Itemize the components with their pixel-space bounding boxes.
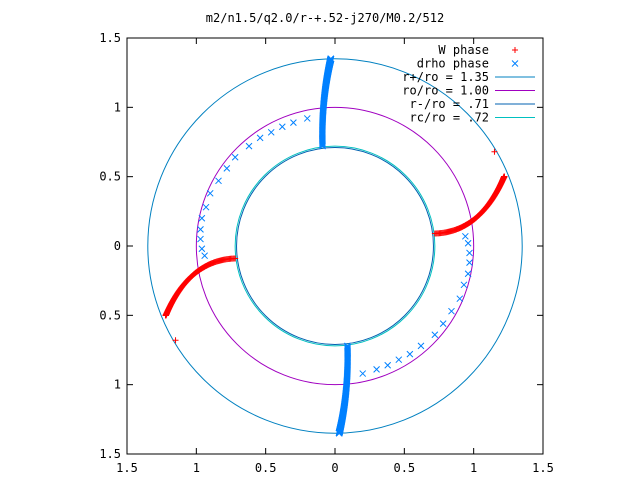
drho-phase-point bbox=[466, 249, 473, 257]
drho-phase-point bbox=[303, 115, 311, 122]
legend-marker bbox=[512, 47, 518, 53]
drho-phase-point bbox=[466, 259, 473, 266]
drho-phase-point bbox=[215, 177, 222, 185]
x-tick-label: 1 bbox=[470, 461, 477, 475]
drho-phase-point bbox=[223, 164, 231, 172]
w-phase-point bbox=[172, 337, 179, 344]
drho-phase-point bbox=[245, 142, 253, 150]
x-tick-label: 1.5 bbox=[532, 461, 554, 475]
drho-phase-point bbox=[201, 252, 209, 260]
x-tick-label: 0 bbox=[331, 461, 338, 475]
drho-phase-point bbox=[197, 235, 204, 243]
drho-phase-point bbox=[406, 350, 414, 358]
w-phase-point bbox=[491, 148, 498, 155]
y-tick-label: 0.5 bbox=[99, 308, 121, 322]
drho-phase-point bbox=[231, 153, 239, 161]
x-tick-label: 1.5 bbox=[116, 461, 138, 475]
drho-phase-point bbox=[198, 245, 206, 253]
drho-phase-point bbox=[359, 370, 367, 377]
drho-phase-point bbox=[460, 281, 468, 289]
legend-label: rc/ro = .72 bbox=[410, 111, 489, 125]
axis-ticks: 1.5 1 0.5 0 0.5 1 1.51.510.500.511.5 bbox=[99, 31, 554, 475]
drho-phase-point bbox=[335, 429, 343, 437]
legend-label: W phase bbox=[438, 43, 489, 57]
legend-label: r-/ro = .71 bbox=[410, 97, 489, 111]
drho-phase-point bbox=[464, 270, 472, 278]
drho-phase-point bbox=[327, 55, 335, 63]
drho-phase-point bbox=[439, 320, 447, 328]
x-tick-label: 0.5 bbox=[393, 461, 415, 475]
drho-phase-point bbox=[461, 232, 469, 240]
chart-title: m2/n1.5/q2.0/r-+.52-j270/M0.2/512 bbox=[206, 11, 444, 25]
circle-ro/ro = 1.00 bbox=[195, 106, 475, 386]
circle-r+/ro = 1.35 bbox=[147, 58, 523, 434]
drho-phase-point bbox=[290, 119, 297, 126]
y-tick-label: 1 bbox=[114, 378, 121, 392]
y-tick-label: 0 bbox=[114, 239, 121, 253]
legend-label: r+/ro = 1.35 bbox=[402, 70, 489, 84]
data-points bbox=[162, 55, 508, 437]
drho-phase-point bbox=[431, 331, 439, 339]
drho-phase-point bbox=[256, 134, 264, 142]
circle-r-/ro = .71 bbox=[236, 147, 434, 345]
legend-marker bbox=[511, 60, 519, 67]
x-tick-label: 1 bbox=[193, 461, 200, 475]
w-phase-point bbox=[162, 312, 169, 319]
legend-label: ro/ro = 1.00 bbox=[402, 84, 489, 98]
drho-phase-point bbox=[384, 361, 392, 369]
drho-phase-point bbox=[198, 214, 206, 222]
drho-phase-point bbox=[456, 295, 464, 303]
drho-phase-point bbox=[395, 356, 403, 364]
reference-circles bbox=[147, 58, 523, 434]
drho-phase-point bbox=[267, 128, 275, 136]
x-tick-label: 0.5 bbox=[255, 461, 277, 475]
y-tick-label: 1 bbox=[114, 100, 121, 114]
y-tick-label: 1.5 bbox=[99, 447, 121, 461]
drho-phase-point bbox=[197, 226, 204, 233]
drho-phase-point bbox=[278, 123, 286, 131]
y-tick-label: 0.5 bbox=[99, 170, 121, 184]
drho-phase-point bbox=[206, 189, 214, 197]
y-tick-label: 1.5 bbox=[99, 31, 121, 45]
drho-phase-point bbox=[448, 307, 455, 315]
drho-phase-point bbox=[464, 239, 472, 247]
drho-phase-point bbox=[417, 342, 425, 350]
circle-rc/ro = .72 bbox=[234, 145, 436, 347]
w-phase-point bbox=[501, 173, 508, 180]
legend-label: drho phase bbox=[417, 57, 489, 71]
drho-phase-point bbox=[373, 366, 380, 373]
drho-phase-point bbox=[202, 203, 210, 211]
